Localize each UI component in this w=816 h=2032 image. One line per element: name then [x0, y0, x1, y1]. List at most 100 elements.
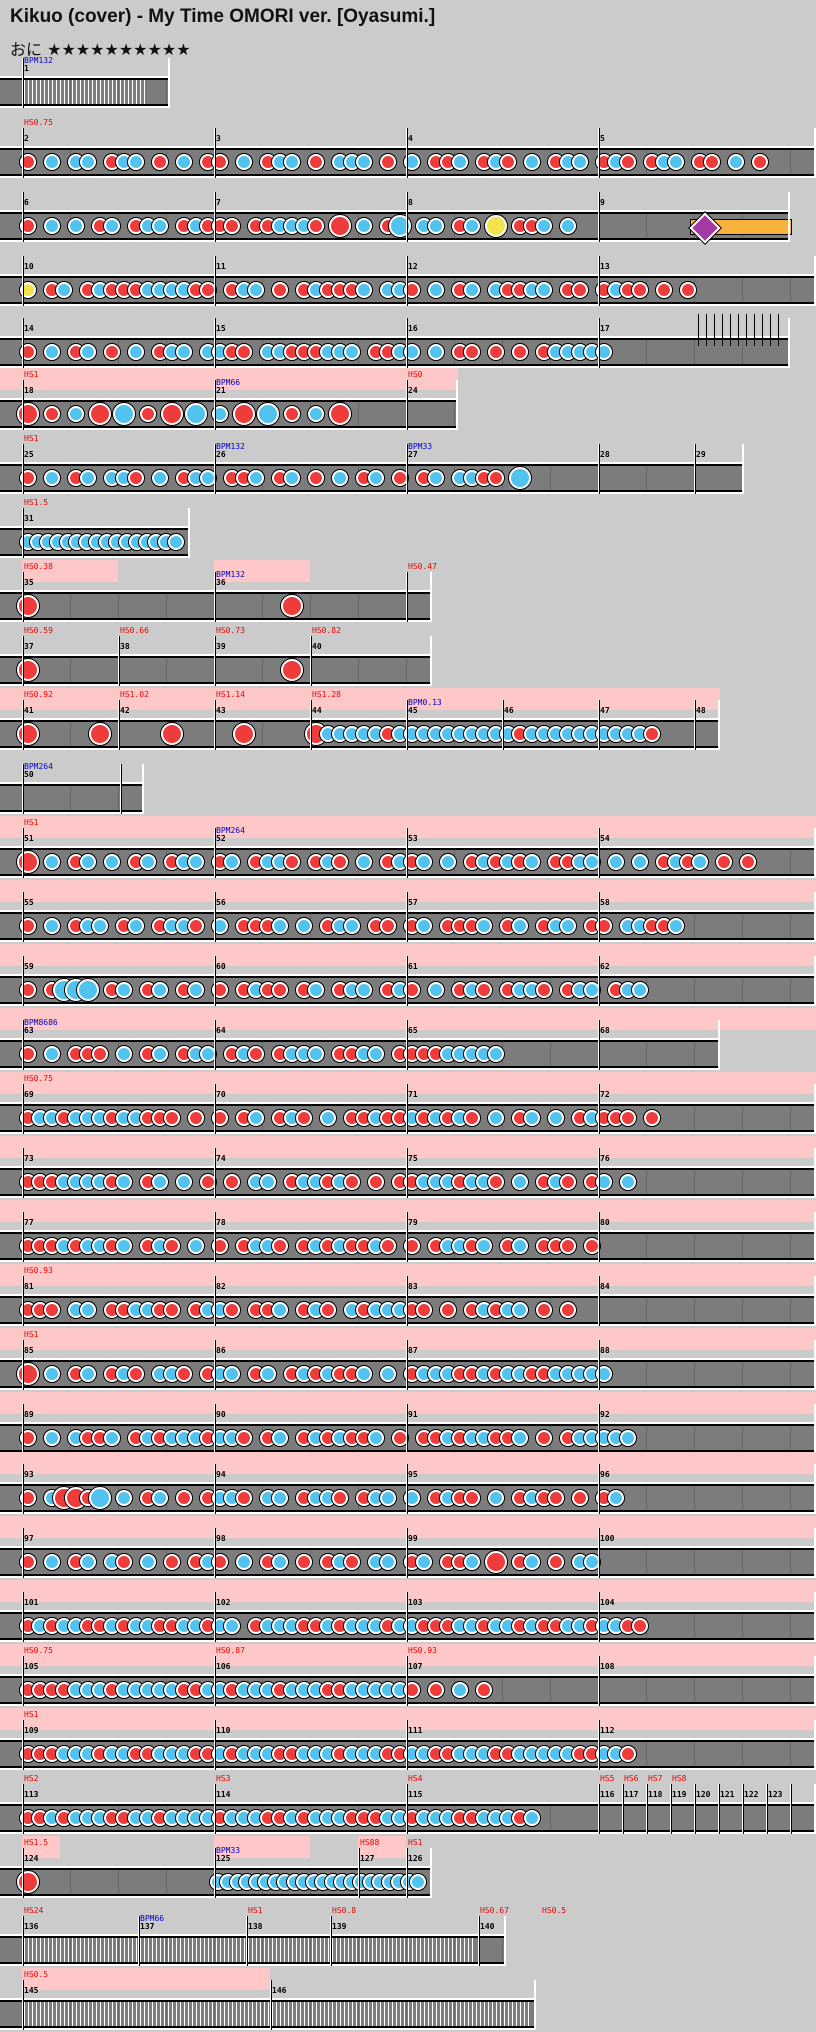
ka-note	[44, 1366, 60, 1382]
measure-number: 58	[600, 898, 610, 907]
lane-edge	[0, 1194, 816, 1196]
beat-tick	[790, 150, 791, 174]
ka-note	[248, 1110, 264, 1126]
ka-note	[284, 154, 300, 170]
barline	[814, 128, 816, 178]
beat-tick	[502, 1678, 503, 1702]
measure-number: 93	[24, 1470, 34, 1479]
don-note	[236, 1490, 252, 1506]
measure-number: 18	[24, 386, 34, 395]
ka-note	[464, 282, 480, 298]
ka-note	[488, 1490, 504, 1506]
measure-number: 74	[216, 1154, 226, 1163]
ka-note	[176, 1174, 192, 1190]
don-note	[320, 1302, 336, 1318]
note-lane	[0, 210, 792, 244]
measure-number: 61	[408, 962, 418, 971]
ka-note	[272, 1490, 288, 1506]
big-don-note	[89, 403, 111, 425]
measure-number: 119	[672, 1790, 687, 1799]
don-note	[308, 470, 324, 486]
measure-number: 106	[216, 1662, 231, 1671]
ka-note	[368, 1430, 384, 1446]
chart-row: 109 110 111 112 HS1	[0, 1708, 816, 1770]
ka-note	[524, 154, 540, 170]
measure-number: 50	[24, 770, 34, 779]
barline	[430, 636, 432, 686]
don-note	[560, 1174, 576, 1190]
beat-tick	[742, 340, 743, 364]
measure-number: 112	[600, 1726, 615, 1735]
don-note	[224, 218, 240, 234]
beat-tick	[118, 786, 119, 810]
don-note	[644, 726, 660, 742]
measure-number: 84	[600, 1282, 610, 1291]
barline-shadow	[407, 256, 408, 306]
ka-note	[80, 1302, 96, 1318]
lane-edge	[0, 592, 432, 594]
lane-edge	[0, 874, 816, 876]
ka-note	[356, 218, 372, 234]
ka-note	[404, 344, 420, 360]
beat-tick	[646, 1550, 647, 1574]
measure-number: 65	[408, 1026, 418, 1035]
don-note	[536, 1430, 552, 1446]
ka-note	[104, 1430, 120, 1446]
lane-edge	[0, 212, 790, 214]
lane-edge	[0, 1962, 506, 1964]
event-stem	[770, 314, 771, 346]
bpm-change-label: BPM132	[216, 570, 245, 579]
measure-number: 17	[600, 324, 610, 333]
ka-note	[104, 218, 120, 234]
big-don-note	[329, 215, 351, 237]
beat-tick	[166, 80, 167, 104]
ka-note	[356, 154, 372, 170]
barline-shadow	[407, 192, 408, 242]
measure-number: 96	[600, 1470, 610, 1479]
scroll-speed-label: HS2	[24, 1774, 39, 1783]
chart-row: 77 78 79 80	[0, 1200, 816, 1262]
measure-number: 98	[216, 1534, 226, 1543]
ka-note	[248, 470, 264, 486]
event-stem	[714, 314, 715, 346]
don-note	[428, 1682, 444, 1698]
ka-note	[116, 1238, 132, 1254]
measure-number: 125	[216, 1854, 231, 1863]
scroll-speed-label: HS1.5	[24, 498, 49, 507]
barline-shadow	[23, 508, 24, 558]
note-lane	[0, 1102, 816, 1134]
measure-number: 94	[216, 1470, 226, 1479]
big-ka-note	[113, 403, 135, 425]
beat-tick	[646, 466, 647, 490]
measure-number: 57	[408, 898, 418, 907]
don-note	[464, 344, 480, 360]
measure-number: 137	[140, 1922, 155, 1931]
don-note	[20, 470, 36, 486]
don-note	[188, 918, 204, 934]
beat-tick	[358, 402, 359, 426]
don-note	[44, 406, 60, 422]
ka-note	[380, 1554, 396, 1570]
measure-number: 124	[24, 1854, 39, 1863]
barline	[168, 58, 170, 108]
barline	[504, 1916, 506, 1966]
note-lane	[0, 76, 170, 108]
big-ka-note	[257, 403, 279, 425]
measure-number: 138	[248, 1922, 263, 1931]
beat-tick	[694, 1550, 695, 1574]
ka-note	[248, 282, 264, 298]
note-lane	[0, 1546, 816, 1578]
don-note	[344, 1554, 360, 1570]
ka-note	[404, 154, 420, 170]
barline-shadow	[407, 828, 408, 878]
measure-number: 83	[408, 1282, 418, 1291]
lane-edge	[0, 148, 816, 150]
difficulty-stars: ★★★★★★★★★★	[47, 40, 191, 59]
beat-tick	[742, 1678, 743, 1702]
measure-number: 11	[216, 262, 226, 271]
beat-tick	[646, 1298, 647, 1322]
note-lane	[0, 146, 816, 178]
measure-number: 107	[408, 1662, 423, 1671]
measure-number: 122	[744, 1790, 759, 1799]
ka-note	[140, 1554, 156, 1570]
